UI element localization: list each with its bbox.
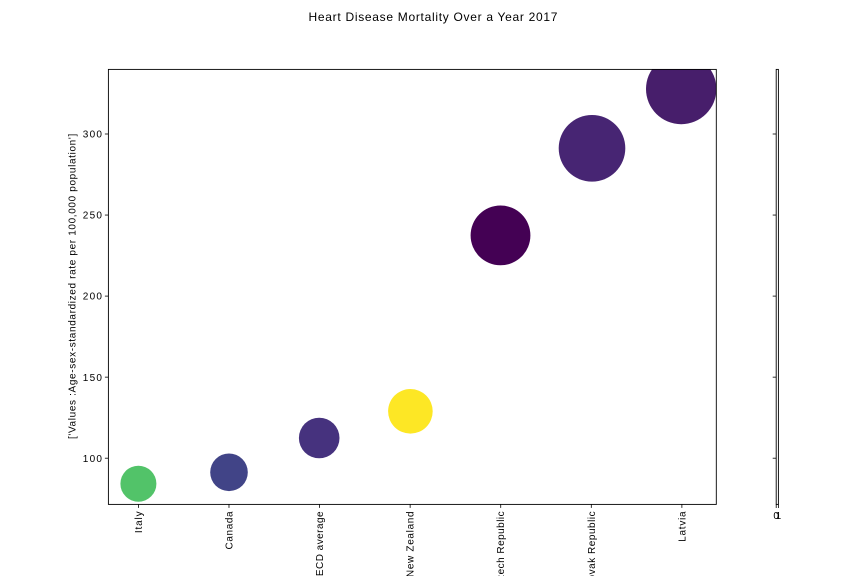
svg-text:Heart Disease Mortality Over a: Heart Disease Mortality Over a Year 2017 (309, 10, 558, 24)
svg-text:Slovak Republic: Slovak Republic (587, 511, 598, 576)
svg-text:200: 200 (83, 292, 103, 303)
svg-text:New Zealand: New Zealand (406, 511, 417, 576)
svg-text:Czech Republic: Czech Republic (496, 511, 507, 576)
svg-text:0: 0 (773, 511, 779, 522)
svg-text:1: 1 (776, 511, 782, 522)
svg-text:Italy: Italy (134, 511, 145, 533)
svg-text:Latvia: Latvia (677, 511, 688, 542)
svg-text:300: 300 (83, 130, 103, 141)
svg-text:250: 250 (83, 211, 103, 222)
svg-text:100: 100 (83, 454, 103, 465)
svg-text:OECD average: OECD average (315, 511, 326, 576)
svg-text:150: 150 (83, 373, 103, 384)
svg-text:['Values :Age-sex-standardized: ['Values :Age-sex-standardized rate per … (67, 134, 78, 439)
svg-text:Canada: Canada (224, 511, 235, 549)
